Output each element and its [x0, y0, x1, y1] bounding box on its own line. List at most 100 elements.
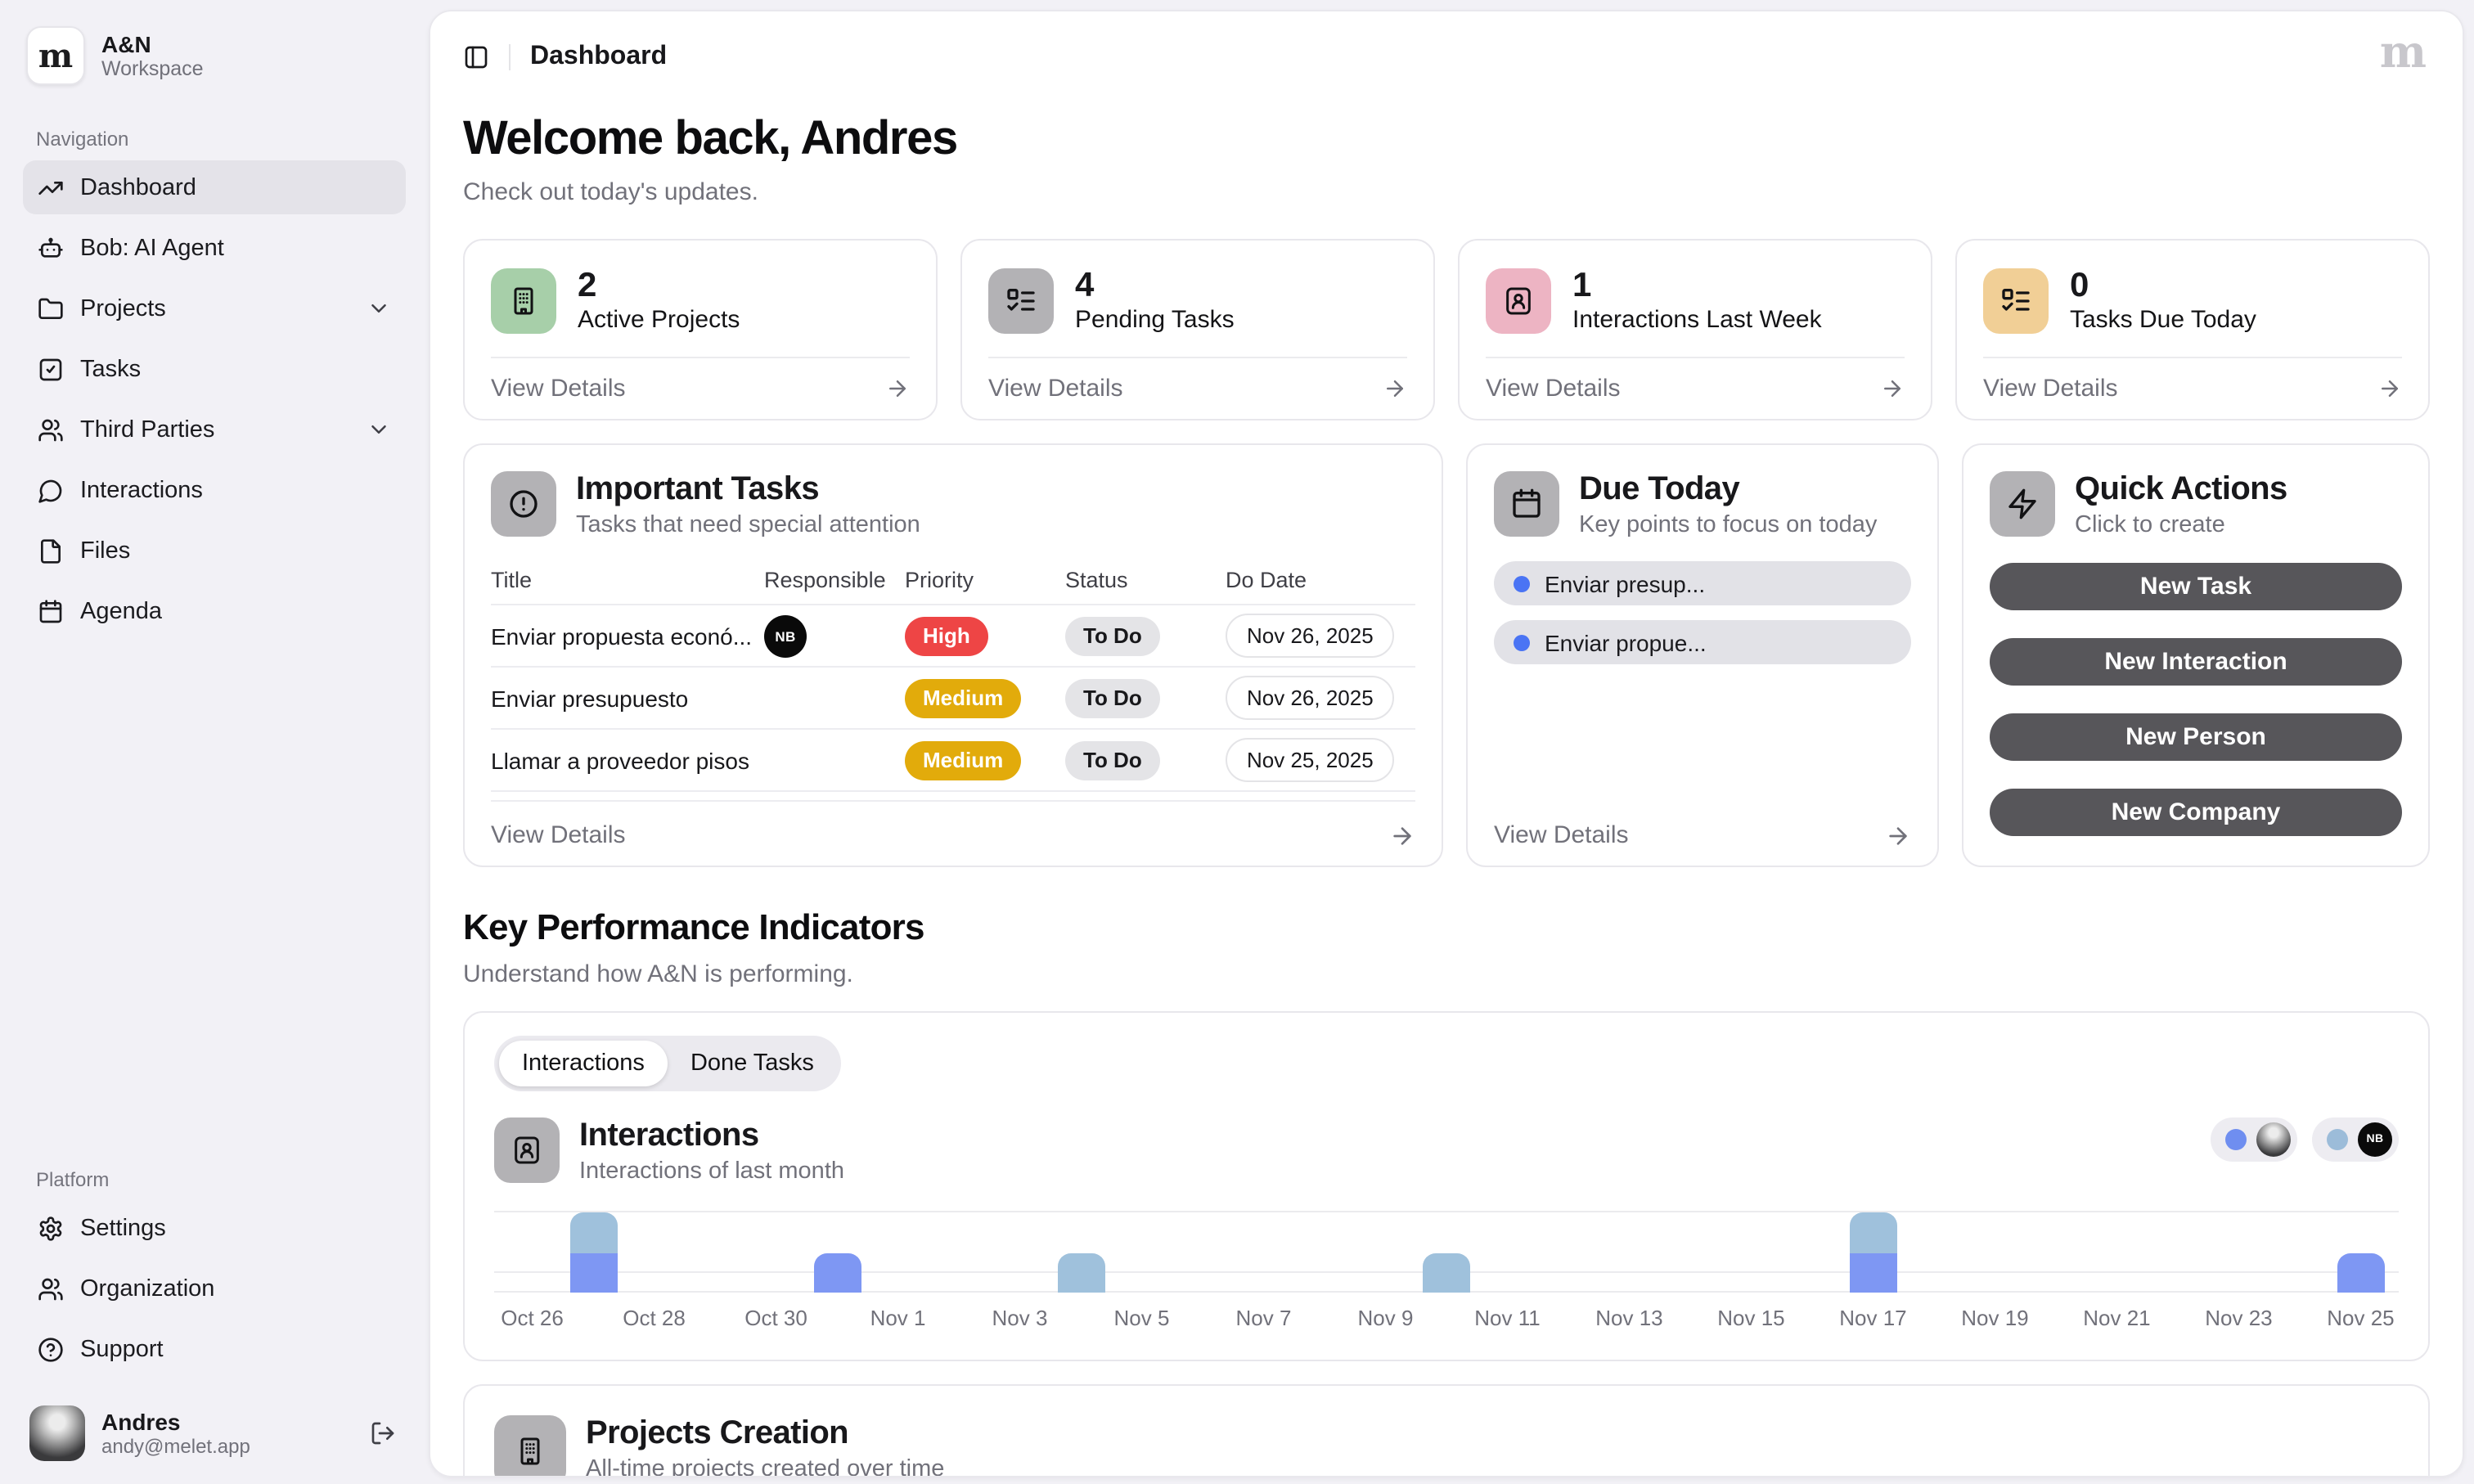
bar-chart-plot — [494, 1211, 2399, 1293]
date-pill[interactable]: Nov 25, 2025 — [1226, 738, 1395, 782]
workspace-name: A&N — [101, 30, 151, 56]
avatar: NB — [764, 614, 807, 657]
priority-badge: High — [905, 616, 988, 655]
legend-item-nb[interactable]: NB — [2312, 1117, 2399, 1162]
chart-bar[interactable] — [2337, 1252, 2385, 1293]
sidebar-item-bob-ai-agent[interactable]: Bob: AI Agent — [23, 221, 406, 275]
x-tick-label: Nov 25 — [2327, 1306, 2395, 1330]
date-pill[interactable]: Nov 26, 2025 — [1226, 676, 1395, 720]
panel-left-icon[interactable] — [463, 44, 489, 70]
table-row[interactable]: Enviar propuesta econó... NB High To Do … — [491, 605, 1415, 668]
sidebar-item-agenda[interactable]: Agenda — [23, 584, 406, 638]
view-details-link[interactable]: View Details — [1494, 802, 1911, 866]
user-name: Andres — [101, 1408, 181, 1434]
middle-row: Important Tasks Tasks that need special … — [463, 443, 2430, 867]
list-todo-icon — [1983, 268, 2049, 334]
column-header: Priority — [905, 567, 974, 591]
chart-bar[interactable] — [569, 1212, 618, 1293]
sidebar-item-settings[interactable]: Settings — [23, 1201, 406, 1255]
bar-segment — [569, 1252, 618, 1293]
kpi-heading: Key Performance Indicators — [463, 906, 924, 947]
bar-segment — [569, 1212, 618, 1252]
chart-x-axis: Oct 26 Oct 28 Oct 30 Nov 1 Nov 3 Nov 5 Nov 7 No… — [494, 1293, 2399, 1332]
avatar — [29, 1405, 85, 1461]
help-circle-icon — [38, 1337, 63, 1361]
table-row[interactable]: Enviar presupuesto Medium To Do Nov 26, … — [491, 668, 1415, 730]
sidebar-item-dashboard[interactable]: Dashboard — [23, 160, 406, 214]
stat-label: Pending Tasks — [1075, 306, 1235, 334]
tab-done-tasks[interactable]: Done Tasks — [690, 1050, 814, 1077]
view-details-label: View Details — [1486, 375, 1621, 402]
date-pill[interactable]: Nov 26, 2025 — [1226, 614, 1395, 658]
important-tasks-card: Important Tasks Tasks that need special … — [463, 443, 1443, 867]
due-task-label: Enviar presup... — [1545, 570, 1706, 596]
column-header: Title — [491, 567, 533, 591]
arrow-right-icon — [1387, 380, 1403, 397]
new-company-button[interactable]: New Company — [1990, 789, 2402, 836]
sidebar-item-label: Bob: AI Agent — [80, 235, 224, 261]
sidebar-item-files[interactable]: Files — [23, 524, 406, 578]
chevron-down-icon[interactable] — [367, 417, 391, 442]
user-footer[interactable]: Andres andy@melet.app — [23, 1399, 406, 1464]
chart-bar[interactable] — [1423, 1252, 1470, 1293]
square-check-icon — [39, 358, 62, 380]
sidebar-item-tasks[interactable]: Tasks — [23, 342, 406, 396]
workspace-switcher[interactable]: m A&N Workspace — [23, 23, 406, 88]
sidebar-item-interactions[interactable]: Interactions — [23, 463, 406, 517]
view-details-link[interactable]: View Details — [1983, 357, 2402, 419]
card-title: Due Today — [1579, 471, 1740, 507]
new-interaction-button[interactable]: New Interaction — [1990, 638, 2402, 686]
chart-header: Interactions Interactions of last month … — [494, 1117, 2399, 1185]
view-details-link[interactable]: View Details — [988, 357, 1407, 419]
status-badge: To Do — [1065, 616, 1160, 655]
table-row[interactable]: Llamar a proveedor pisos Medium To Do No… — [491, 730, 1415, 792]
due-task-item[interactable]: Enviar presup... — [1494, 561, 1911, 605]
sidebar-item-organization[interactable]: Organization — [23, 1261, 406, 1315]
logout-icon[interactable] — [370, 1420, 396, 1446]
view-details-label: View Details — [1983, 375, 2118, 402]
legend-item-andres[interactable] — [2211, 1117, 2297, 1162]
contact-icon — [494, 1117, 560, 1183]
task-dot-icon — [1514, 575, 1530, 591]
building-icon — [494, 1415, 566, 1476]
platform-section-label: Platform — [36, 1168, 110, 1191]
due-task-item[interactable]: Enviar propue... — [1494, 620, 1911, 664]
platform-nav: Settings Organization Support — [23, 1201, 406, 1376]
arrow-right-icon — [2382, 380, 2398, 397]
view-details-label: View Details — [988, 375, 1123, 402]
stat-card-tasks-due-today: 0 Tasks Due Today View Details — [1955, 239, 2430, 420]
quick-actions-list: New Task New Interaction New Person New … — [1990, 563, 2402, 836]
arrow-right-icon — [1884, 380, 1900, 397]
sidebar-item-projects[interactable]: Projects — [23, 281, 406, 335]
x-tick-label: Nov 1 — [870, 1306, 926, 1330]
x-tick-label: Nov 17 — [1839, 1306, 1907, 1330]
sidebar-item-third-parties[interactable]: Third Parties — [23, 402, 406, 456]
bar-segment — [1849, 1252, 1897, 1293]
sidebar-item-label: Projects — [80, 295, 166, 322]
view-details-link[interactable]: View Details — [1486, 357, 1905, 419]
sidebar-item-label: Tasks — [80, 356, 142, 382]
divider — [509, 44, 511, 70]
kpi-tabs: Interactions Done Tasks — [494, 1036, 842, 1091]
tab-interactions[interactable]: Interactions — [499, 1041, 668, 1086]
view-details-link[interactable]: View Details — [491, 357, 910, 419]
kpi-card: Interactions Done Tasks Interactions Int… — [463, 1011, 2430, 1361]
view-details-link[interactable]: View Details — [491, 800, 1415, 866]
bar-segment — [813, 1252, 861, 1293]
chart-bar[interactable] — [813, 1252, 861, 1293]
chevron-down-icon[interactable] — [367, 296, 391, 321]
card-subtitle: Key points to focus on today — [1579, 512, 1878, 538]
important-tasks-table: Title Responsible Priority Status Do Dat… — [491, 555, 1415, 792]
task-title: Enviar propuesta econó... — [491, 623, 753, 649]
sidebar-item-support[interactable]: Support — [23, 1322, 406, 1376]
new-task-button[interactable]: New Task — [1990, 563, 2402, 610]
badge-alert-icon — [491, 471, 556, 537]
sidebar: m A&N Workspace Navigation Dashboard Bob… — [0, 0, 429, 1484]
stat-value: 1 — [1572, 267, 1592, 304]
stat-label: Active Projects — [578, 306, 740, 334]
workspace-logo: m — [26, 26, 85, 85]
chart-bar[interactable] — [1057, 1252, 1104, 1293]
chart-bar[interactable] — [1849, 1212, 1897, 1293]
new-person-button[interactable]: New Person — [1990, 713, 2402, 761]
